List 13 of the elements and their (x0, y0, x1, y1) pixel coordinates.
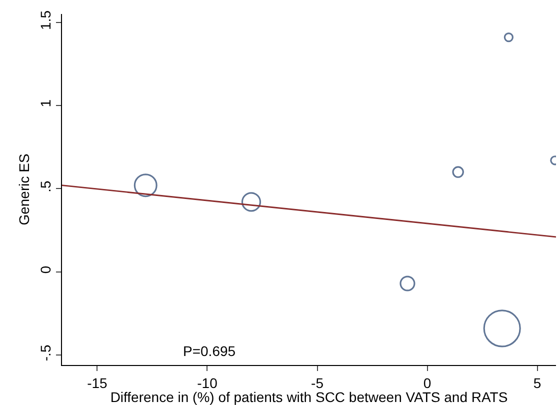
y-tick-label: 1 (37, 99, 54, 108)
annotation: P=0.695 (183, 343, 236, 359)
x-tick-label: 0 (423, 374, 432, 391)
y-tick-label: 1.5 (37, 10, 54, 30)
y-tick-label: .5 (37, 180, 54, 192)
x-tick-label: -5 (311, 374, 324, 391)
y-tick-label: -.5 (37, 344, 54, 362)
y-axis-title: Generic ES (16, 154, 32, 226)
x-tick-label: -15 (87, 374, 108, 391)
x-axis-title: Difference in (%) of patients with SCC between VATS and RATS (110, 389, 508, 405)
x-tick-label: 5 (533, 374, 542, 391)
x-tick-label: -10 (197, 374, 218, 391)
y-tick-label: 0 (37, 266, 54, 274)
